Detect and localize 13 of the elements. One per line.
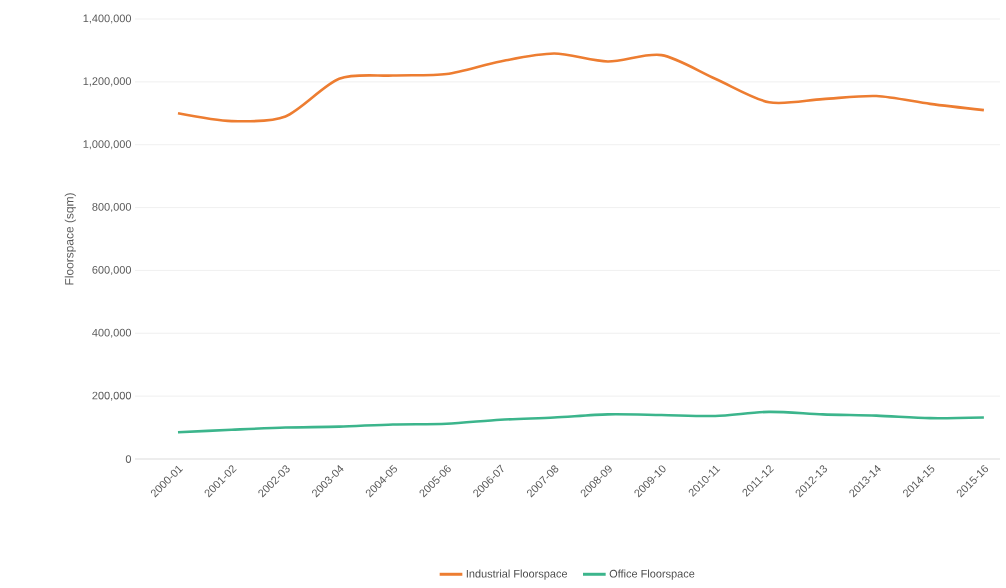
legend-label: Industrial Floorspace (466, 569, 568, 580)
y-tick-label: 0 (125, 455, 132, 463)
y-tick-label: 400,000 (92, 328, 132, 338)
y-tick-label: 800,000 (92, 203, 132, 213)
y-tick-label: 1,200,000 (83, 77, 132, 87)
y-tick-label: 1,400,000 (83, 14, 132, 24)
line-series (176, 410, 986, 434)
line-series (176, 52, 986, 123)
y-axis-title: Floorspace (sqm) (64, 193, 76, 285)
y-tick-label: 1,000,000 (83, 140, 132, 150)
legend-label: Office Floorspace (609, 569, 695, 580)
y-tick-label: 200,000 (92, 391, 132, 401)
y-tick-label: 600,000 (92, 265, 132, 275)
